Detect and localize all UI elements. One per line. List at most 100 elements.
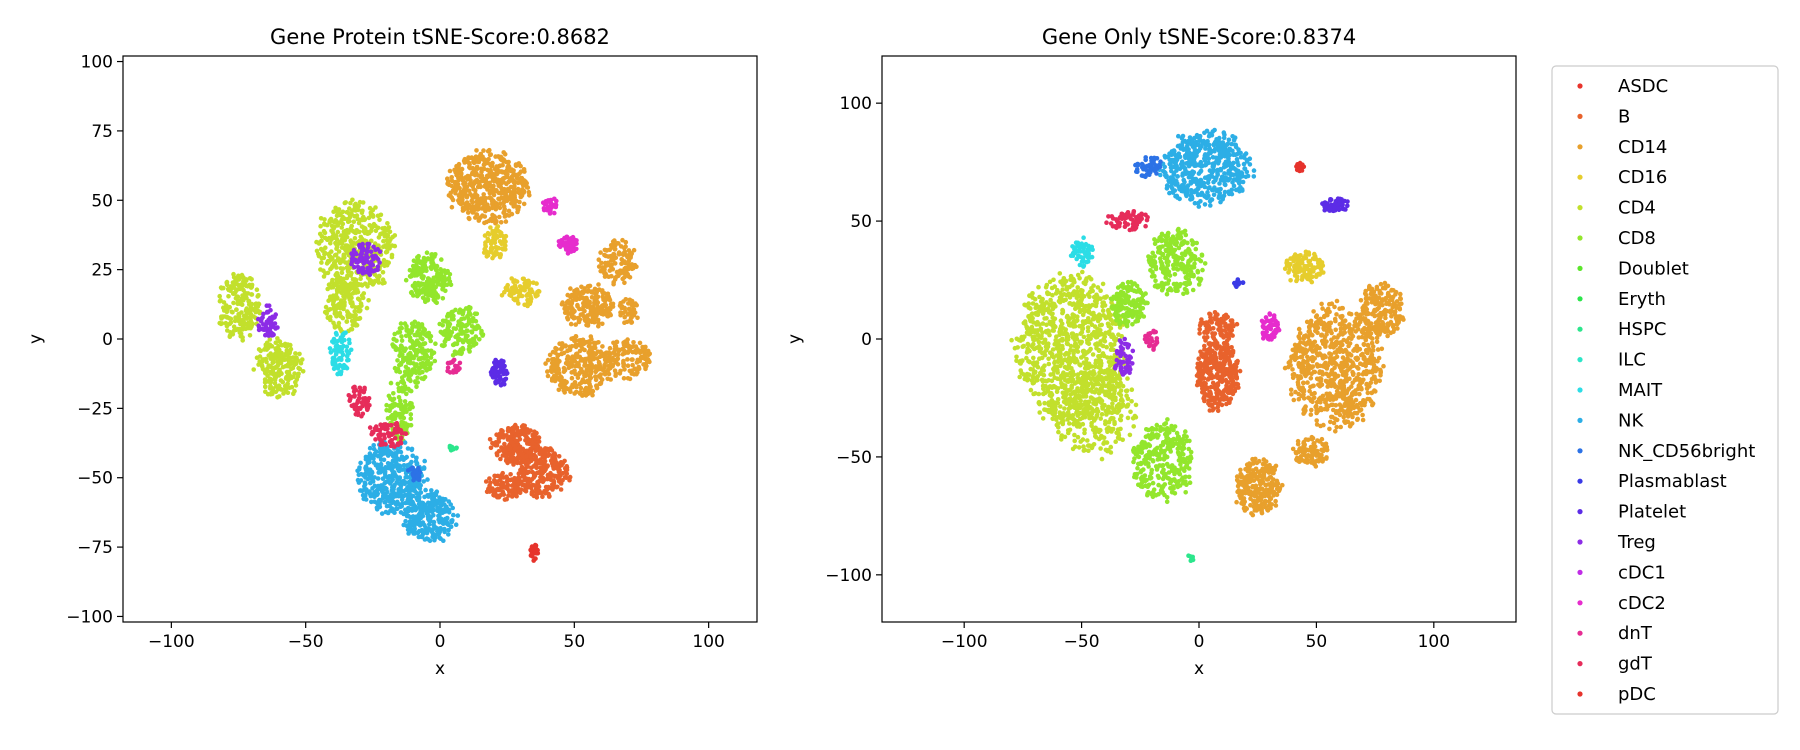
data-point: [370, 429, 375, 435]
data-point: [492, 490, 498, 496]
data-point: [576, 362, 581, 367]
data-point: [355, 259, 360, 265]
data-point: [395, 442, 401, 448]
data-point: [408, 416, 414, 422]
data-point: [334, 265, 339, 270]
data-point: [399, 454, 405, 460]
data-point: [373, 205, 378, 210]
data-point: [636, 366, 642, 372]
data-point: [410, 453, 416, 459]
data-point: [605, 291, 611, 297]
data-point: [573, 344, 579, 350]
data-point: [415, 293, 420, 299]
data-point: [414, 261, 420, 266]
data-point: [612, 261, 618, 266]
data-point: [493, 379, 498, 385]
data-point: [367, 425, 373, 430]
data-point: [358, 234, 364, 240]
data-point: [497, 233, 503, 239]
data-point: [429, 252, 435, 257]
data-point: [370, 253, 375, 259]
data-point: [414, 474, 420, 479]
data-point: [619, 257, 624, 262]
data-point: [483, 242, 488, 248]
data-point: [327, 254, 333, 259]
data-point: [391, 336, 397, 342]
data-point: [525, 480, 530, 486]
data-point: [457, 360, 463, 366]
data-point: [389, 487, 395, 493]
data-point: [423, 348, 429, 354]
data-point: [322, 217, 327, 222]
data-point: [286, 377, 291, 383]
data-point: [568, 295, 573, 300]
data-point: [390, 398, 395, 403]
data-point: [608, 377, 613, 382]
data-point: [468, 182, 474, 188]
data-point: [390, 453, 396, 459]
data-point: [423, 299, 428, 305]
data-point: [404, 513, 410, 519]
data-point: [562, 390, 567, 395]
data-point: [363, 481, 368, 487]
data-point: [507, 196, 512, 202]
data-point: [319, 260, 324, 265]
data-point: [407, 335, 413, 340]
data-point: [557, 341, 562, 347]
data-point: [327, 307, 333, 312]
data-point: [339, 237, 345, 243]
data-point: [511, 204, 516, 209]
data-point: [358, 405, 363, 411]
data-point: [491, 183, 496, 189]
data-point: [445, 314, 450, 319]
data-point: [558, 487, 564, 492]
data-point: [536, 439, 542, 444]
data-point: [414, 384, 419, 390]
data-point: [449, 204, 455, 210]
data-point: [481, 192, 487, 197]
data-point: [385, 416, 391, 421]
data-point: [388, 492, 394, 497]
data-point: [389, 506, 395, 511]
data-point: [621, 310, 626, 316]
y-tick-label: −25: [77, 399, 113, 419]
data-point: [355, 400, 360, 406]
data-point: [438, 282, 443, 287]
data-point: [367, 223, 373, 228]
data-point: [628, 307, 633, 313]
data-point: [550, 204, 555, 209]
data-point: [340, 209, 346, 215]
data-point: [576, 291, 582, 297]
data-point: [339, 339, 345, 345]
data-point: [384, 249, 390, 255]
data-point: [247, 333, 253, 338]
data-point: [622, 305, 627, 311]
data-point: [493, 154, 498, 159]
data-point: [628, 298, 633, 304]
data-point: [410, 271, 415, 277]
data-point: [481, 195, 487, 201]
data-point: [643, 365, 648, 370]
data-point: [517, 436, 523, 442]
data-point: [353, 387, 359, 393]
data-point: [535, 289, 540, 295]
data-point: [502, 236, 507, 242]
data-point: [583, 297, 588, 302]
data-point: [444, 333, 449, 338]
data-point: [588, 390, 593, 395]
data-point: [587, 358, 593, 364]
data-point: [416, 323, 422, 329]
data-point: [433, 341, 438, 347]
data-point: [621, 376, 627, 381]
data-point: [507, 289, 513, 294]
data-point: [390, 441, 395, 447]
data-point: [610, 267, 616, 272]
data-point: [428, 282, 433, 287]
data-point: [501, 378, 507, 383]
data-point: [465, 210, 471, 215]
data-point: [509, 483, 515, 488]
data-point: [436, 529, 442, 534]
data-point: [624, 265, 630, 271]
data-point: [354, 407, 359, 412]
data-point: [499, 431, 505, 436]
